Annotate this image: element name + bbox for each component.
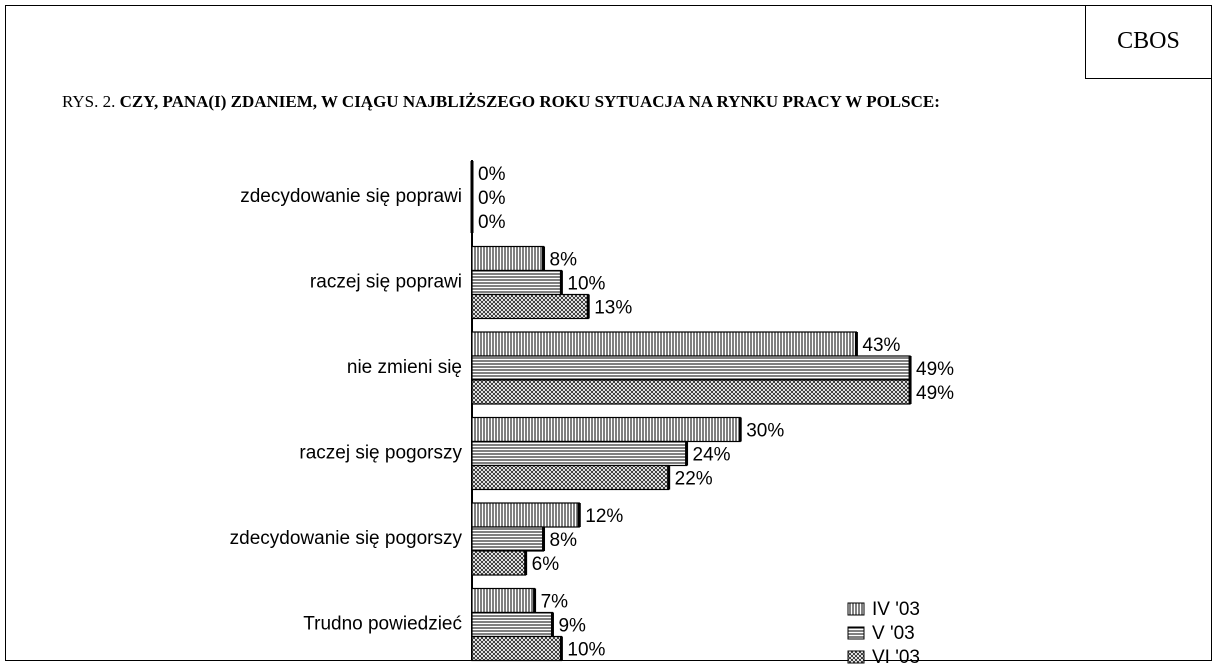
value-label: 24% (693, 445, 731, 466)
category-label: nie zmieni się (347, 357, 462, 378)
legend-swatch (847, 650, 865, 664)
category-label: zdecydowanie się poprawi (240, 186, 462, 207)
category-label: raczej się poprawi (310, 272, 462, 293)
bar (471, 464, 670, 491)
value-label: 43% (862, 335, 900, 356)
bar (471, 587, 536, 614)
category-label: Trudno powiedzieć (303, 614, 462, 635)
chart-title: RYS. 2. CZY, PANA(I) ZDANIEM, W CIĄGU NA… (62, 88, 1167, 115)
legend-swatch (847, 626, 865, 640)
bar (471, 269, 563, 296)
bar (471, 245, 545, 272)
bar (471, 635, 563, 662)
category-label: raczej się pogorszy (299, 443, 462, 464)
value-label: 10% (567, 274, 605, 295)
bar (471, 355, 911, 381)
legend-label: VI '03 (872, 647, 920, 664)
bar (471, 440, 688, 467)
value-label: 6% (532, 554, 560, 575)
legend-swatch (847, 602, 865, 616)
bar (471, 379, 911, 405)
value-label: 0% (478, 164, 506, 185)
figure-label: RYS. 2. (62, 92, 116, 111)
legend-label: IV '03 (872, 599, 920, 620)
bar (471, 611, 554, 638)
bar (471, 416, 741, 443)
value-label: 12% (585, 506, 623, 527)
value-label: 49% (916, 383, 954, 404)
category-label: zdecydowanie się pogorszy (230, 528, 463, 549)
value-label: 49% (916, 359, 954, 380)
value-label: 30% (746, 421, 784, 442)
source: CBOS (1085, 5, 1211, 79)
bar (471, 550, 527, 576)
title-text: CZY, PANA(I) ZDANIEM, W CIĄGU NAJBLIŻSZE… (119, 92, 940, 111)
bar (471, 526, 545, 552)
value-label: 10% (567, 640, 605, 661)
value-label: 8% (550, 530, 578, 551)
value-label: 13% (594, 298, 632, 319)
value-label: 0% (478, 212, 506, 233)
frame (5, 5, 1212, 661)
value-label: 7% (541, 592, 569, 613)
bar (471, 331, 858, 357)
legend-label: V '03 (872, 623, 915, 644)
value-label: 8% (550, 250, 578, 271)
bar (471, 502, 580, 528)
bar (471, 293, 589, 320)
value-label: 0% (478, 188, 506, 209)
value-label: 22% (675, 469, 713, 490)
value-label: 9% (558, 616, 586, 637)
